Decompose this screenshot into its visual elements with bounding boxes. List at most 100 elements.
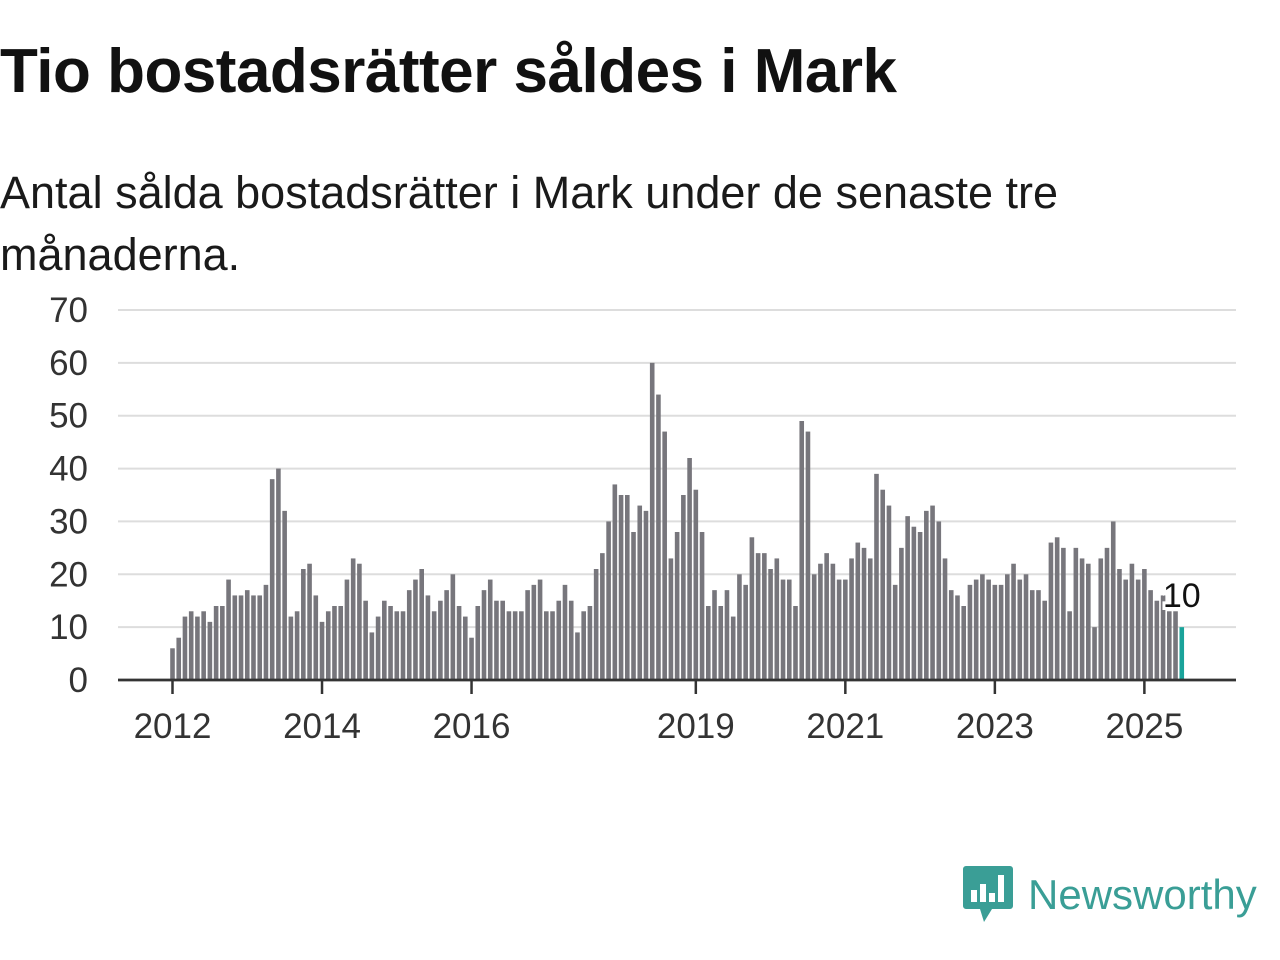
bar — [1036, 590, 1041, 680]
bar — [1154, 600, 1160, 680]
bar — [251, 595, 256, 680]
bar — [400, 611, 406, 680]
bar — [961, 606, 967, 680]
data-labels: 10 — [1160, 574, 1204, 618]
bar — [263, 584, 269, 680]
x-axis-ticks: 2012 2014 2016 2019 2021 2023 2025 — [134, 680, 1183, 746]
bar — [917, 532, 923, 680]
bar — [861, 547, 867, 680]
bar — [892, 584, 898, 680]
y-tick-label: 60 — [49, 344, 88, 383]
bar — [388, 606, 393, 680]
bar — [1167, 611, 1172, 680]
bar — [494, 600, 499, 680]
bar — [463, 616, 468, 680]
bar — [942, 558, 948, 680]
bar — [357, 563, 362, 680]
bar — [1042, 600, 1047, 680]
bar — [344, 579, 350, 680]
bar — [712, 590, 717, 680]
bar — [431, 611, 437, 680]
bar — [730, 616, 736, 680]
bar — [475, 606, 481, 680]
bar — [188, 611, 194, 680]
bar — [624, 495, 630, 680]
bar — [824, 553, 829, 680]
bar — [874, 473, 879, 680]
bar — [681, 495, 686, 680]
bar — [1011, 563, 1016, 680]
bar — [201, 611, 206, 680]
bar — [986, 579, 991, 680]
bar — [780, 579, 786, 680]
bar — [662, 431, 667, 680]
bar — [656, 394, 661, 680]
bar — [338, 606, 344, 680]
bar — [1017, 579, 1023, 680]
bar — [537, 579, 543, 680]
bar — [244, 590, 250, 680]
bar — [836, 579, 842, 680]
x-tick-label: 2012 — [134, 707, 212, 746]
bar — [793, 606, 798, 680]
bar — [276, 468, 281, 680]
x-tick-label: 2014 — [283, 707, 361, 746]
bar — [450, 574, 456, 680]
bar — [1073, 547, 1079, 680]
bar — [593, 569, 599, 680]
bar — [550, 611, 555, 680]
bar — [880, 489, 886, 680]
bar — [637, 505, 643, 680]
bar — [556, 600, 562, 680]
bar — [581, 611, 586, 680]
bar — [544, 611, 549, 680]
bar — [705, 606, 711, 680]
x-tick-label: 2021 — [806, 707, 884, 746]
bar — [438, 600, 443, 680]
bar — [238, 595, 244, 680]
bar — [1142, 569, 1147, 680]
bar — [325, 611, 331, 680]
bar — [886, 505, 892, 680]
bar — [899, 547, 904, 680]
bar — [1092, 627, 1097, 680]
bar — [226, 579, 231, 680]
bar — [500, 600, 505, 680]
bar — [631, 532, 636, 680]
bar — [1054, 537, 1060, 680]
chart-title: Tio bostadsrätter såldes i Mark — [0, 37, 897, 106]
bar — [1123, 579, 1128, 680]
bar — [774, 558, 780, 680]
bar — [525, 590, 530, 680]
bar — [805, 431, 811, 680]
bar — [369, 632, 375, 680]
chart-subtitle: Antal sålda bostadsrätter i Mark under d… — [0, 167, 1059, 280]
bar — [587, 606, 593, 680]
y-tick-label: 0 — [69, 661, 88, 700]
bar — [606, 521, 611, 680]
bar — [1104, 547, 1110, 680]
bar — [307, 563, 312, 680]
x-tick-label: 2025 — [1105, 707, 1183, 746]
bar — [319, 621, 325, 680]
bar — [936, 521, 942, 680]
bar — [294, 611, 300, 680]
bar — [469, 637, 474, 680]
bar — [394, 611, 400, 680]
bar — [531, 584, 537, 680]
bar — [1005, 574, 1010, 680]
bar — [643, 510, 649, 680]
bar — [855, 542, 861, 680]
bar — [456, 606, 462, 680]
bar — [762, 553, 767, 680]
bar — [1029, 590, 1035, 680]
bar — [562, 584, 568, 680]
bar — [512, 611, 518, 680]
bar — [1023, 574, 1029, 680]
bar — [182, 616, 188, 680]
bar — [973, 579, 979, 680]
bar — [849, 558, 854, 680]
bar — [487, 579, 493, 680]
bar — [992, 584, 998, 680]
bar — [575, 632, 580, 680]
